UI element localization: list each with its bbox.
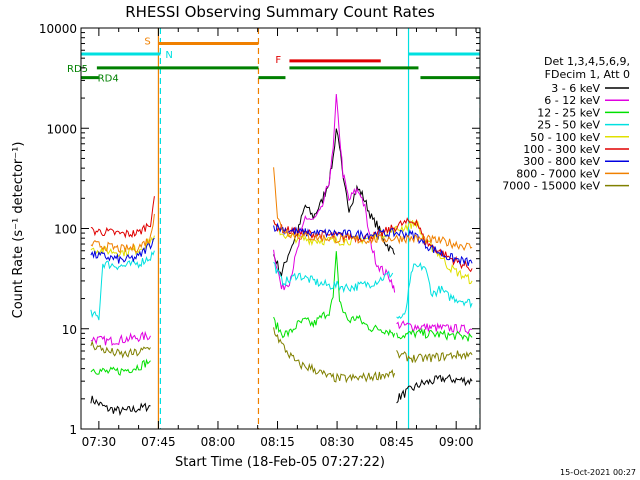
legend-label-8: 800 - 7000 keV [516,167,600,180]
legend-label-7: 300 - 800 keV [523,155,600,168]
legend-header-2: FDecim 1, Att 0 [545,68,630,81]
x-tick-label-5: 08:30 [320,435,355,449]
legend-label-1: 3 - 6 keV [551,82,600,95]
series-line-9-seg-1 [90,340,151,359]
series-line-4-seg-3 [396,261,473,319]
legend-label-4: 25 - 50 keV [537,119,600,132]
series-line-1-seg-1 [90,395,151,416]
series-line-2-seg-1 [90,330,151,346]
series-line-6-seg-2 [273,217,473,273]
x-axis-label: Start Time (18-Feb-05 07:27:22) [175,455,385,470]
series-line-4-seg-2 [273,261,394,294]
series-line-4-seg-1 [90,250,155,321]
y-tick-label-4: 1000 [46,122,77,136]
series-line-1-seg-2 [273,128,396,278]
series-line-9-seg-3 [396,350,473,364]
series-line-2-seg-3 [396,320,473,335]
series-line-6-seg-1 [90,196,155,239]
x-tick-label-4: 08:15 [260,435,295,449]
y-tick-label-3: 100 [54,223,77,237]
flag-label-rd5: RD5 [67,64,88,75]
x-tick-label-1: 07:30 [82,435,117,449]
y-tick-label-1: 1 [69,423,77,437]
legend-label-2: 6 - 12 keV [544,94,600,107]
x-tick-label-7: 09:00 [439,435,474,449]
y-axis-label: Count Rate (s⁻¹ detector⁻¹) [11,142,26,319]
legend: Det 1,3,4,5,6,9, FDecim 1, Att 0 3 - 6 k… [502,55,630,193]
x-tick-label-6: 08:45 [379,435,414,449]
series-line-8-seg-1 [90,213,155,254]
series-line-2-seg-2 [273,93,396,293]
x-axis-ticks: 07:30 07:45 08:00 08:15 08:30 08:45 09:00 [82,28,477,449]
series-line-9-seg-2 [273,327,396,384]
series-line-7-seg-2 [273,222,473,267]
y-axis-ticks: 1 10 100 1000 10000 [39,22,480,437]
legend-header-1: Det 1,3,4,5,6,9, [544,55,630,68]
y-tick-label-2: 10 [62,323,77,337]
footer-date: 15-Oct-2021 00:27 [560,468,636,477]
series-line-3-seg-2 [273,251,396,339]
flag-labels: S N F RD5 RD4 [67,37,281,85]
legend-label-9: 7000 - 15000 keV [502,180,600,193]
legend-label-3: 12 - 25 keV [537,106,600,119]
series-line-1-seg-3 [396,374,473,404]
flag-label-f: F [275,55,281,66]
legend-label-6: 100 - 300 keV [523,143,600,156]
y-tick-label-5: 10000 [39,22,77,36]
plot-area [81,28,480,429]
x-tick-label-3: 08:00 [201,435,236,449]
chart-title: RHESSI Observing Summary Count Rates [125,3,435,21]
series-line-8-seg-2 [273,167,473,251]
series-line-3-seg-3 [396,327,473,342]
series-line-3-seg-1 [90,358,151,376]
flag-label-n: N [165,50,172,61]
flag-label-s: S [144,37,150,48]
flag-label-rd4: RD4 [98,74,119,85]
series-line-7-seg-1 [90,237,155,264]
series-line-5-seg-2 [273,219,473,285]
legend-label-5: 50 - 100 keV [530,131,600,144]
x-tick-label-2: 07:45 [141,435,176,449]
